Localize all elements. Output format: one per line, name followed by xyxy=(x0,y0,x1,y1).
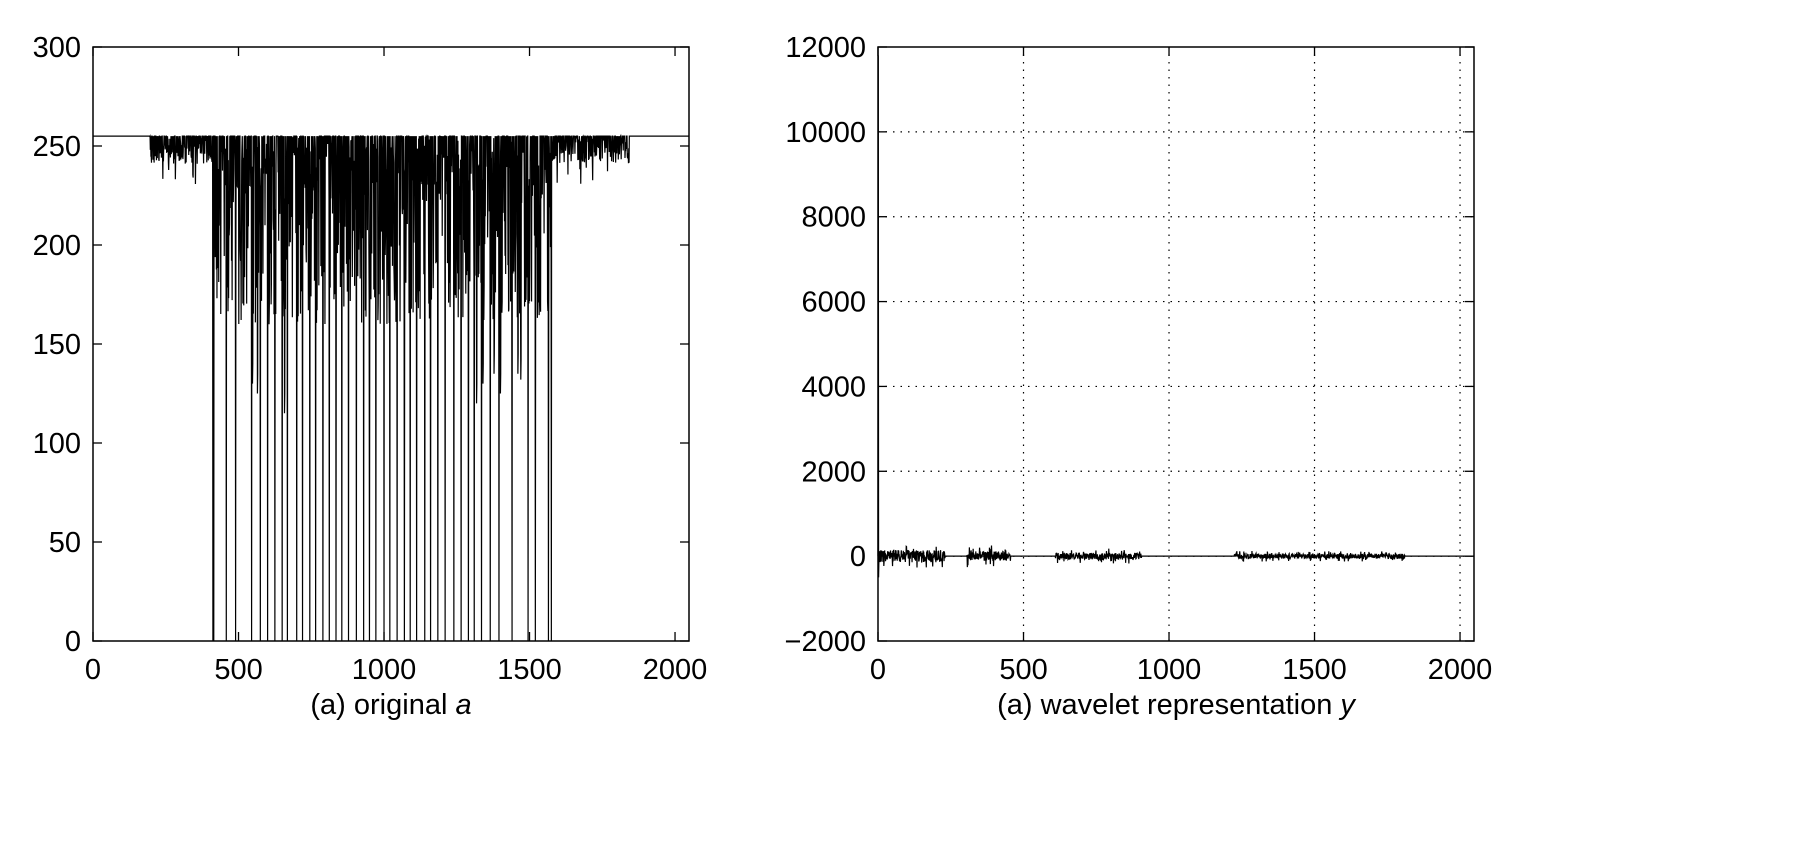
axes-frame-wavelet xyxy=(877,46,1475,642)
x-tick-label-1: 500 xyxy=(214,654,262,686)
x-tick-labels-wavelet: 0 500 1000 1500 2000 xyxy=(870,654,1492,686)
x-tick-label-0: 0 xyxy=(85,654,101,686)
ticks-original xyxy=(92,46,689,642)
y-tick-label-0: 0 xyxy=(65,626,81,658)
y-tick-label-4: 6000 xyxy=(801,287,866,319)
x-tick-label-2: 1000 xyxy=(1137,654,1202,686)
y-tick-label-2: 2000 xyxy=(801,456,866,488)
y-tick-label-5: 250 xyxy=(33,131,81,163)
y-tick-label-5: 8000 xyxy=(801,202,866,234)
x-tick-label-4: 2000 xyxy=(1428,654,1493,686)
x-tick-label-3: 1500 xyxy=(497,654,562,686)
y-tick-label-6: 300 xyxy=(33,32,81,64)
y-tick-label-2: 100 xyxy=(33,428,81,460)
series-original-a xyxy=(93,133,689,642)
x-tick-label-1: 500 xyxy=(999,654,1047,686)
caption-wavelet: (a) wavelet representation y xyxy=(997,689,1356,721)
y-tick-labels-wavelet: −2000 0 2000 4000 6000 8000 10000 12000 xyxy=(785,32,866,658)
chart-wavelet-y: 0 500 1000 1500 2000 −2000020004000600080001… xyxy=(785,32,1493,721)
y-tick-label-6: 10000 xyxy=(785,117,866,149)
y-tick-label-7: 12000 xyxy=(785,32,866,64)
series-wavelet-y xyxy=(877,55,1474,578)
x-tick-labels-original: 0 500 1000 1500 2000 xyxy=(85,654,707,686)
y-tick-label-4: 200 xyxy=(33,230,81,262)
chart-original-a: 0 500 1000 1500 2000 0 50 100 150 200 250 300 (a) … xyxy=(33,32,708,721)
x-tick-label-3: 1500 xyxy=(1282,654,1347,686)
x-tick-label-2: 1000 xyxy=(352,654,417,686)
y-tick-label-1: 50 xyxy=(49,527,81,559)
y-tick-label-3: 4000 xyxy=(801,371,866,403)
gridlines-wavelet xyxy=(878,47,1474,641)
ticks-wavelet xyxy=(877,46,1474,642)
y-tick-label-0: −2000 xyxy=(785,626,866,658)
y-tick-label-3: 150 xyxy=(33,329,81,361)
x-tick-label-0: 0 xyxy=(870,654,886,686)
y-tick-label-1: 0 xyxy=(850,541,866,573)
caption-original: (a) original a xyxy=(310,689,471,721)
y-tick-labels-original: 0 50 100 150 200 250 300 xyxy=(33,32,81,658)
x-tick-label-4: 2000 xyxy=(643,654,708,686)
